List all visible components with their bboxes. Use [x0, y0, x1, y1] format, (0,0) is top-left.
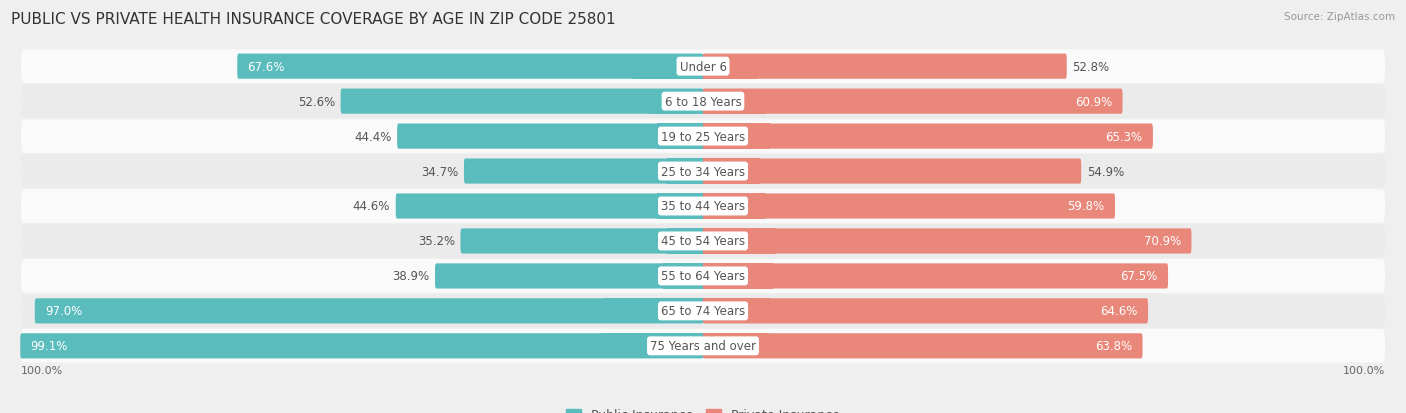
Text: 25 to 34 Years: 25 to 34 Years: [661, 165, 745, 178]
Text: 65.3%: 65.3%: [1105, 130, 1143, 143]
FancyBboxPatch shape: [703, 263, 1168, 289]
Text: 67.6%: 67.6%: [247, 61, 285, 74]
Bar: [662, 263, 703, 289]
FancyBboxPatch shape: [703, 299, 1149, 324]
Text: 55 to 64 Years: 55 to 64 Years: [661, 270, 745, 283]
FancyBboxPatch shape: [396, 124, 703, 150]
Text: 70.9%: 70.9%: [1144, 235, 1181, 248]
Text: 99.1%: 99.1%: [31, 339, 67, 352]
Bar: [648, 89, 703, 114]
Bar: [600, 333, 703, 358]
Bar: [703, 229, 776, 254]
Bar: [666, 159, 703, 184]
FancyBboxPatch shape: [703, 333, 1143, 358]
Text: 59.8%: 59.8%: [1067, 200, 1105, 213]
Bar: [703, 333, 769, 358]
FancyBboxPatch shape: [703, 89, 1122, 114]
Text: 34.7%: 34.7%: [422, 165, 458, 178]
FancyBboxPatch shape: [703, 194, 1115, 219]
Bar: [703, 263, 773, 289]
Text: Source: ZipAtlas.com: Source: ZipAtlas.com: [1284, 12, 1395, 22]
FancyBboxPatch shape: [21, 225, 1385, 258]
Bar: [703, 55, 758, 80]
Text: 64.6%: 64.6%: [1101, 305, 1137, 318]
Text: 45 to 54 Years: 45 to 54 Years: [661, 235, 745, 248]
FancyBboxPatch shape: [464, 159, 703, 184]
FancyBboxPatch shape: [340, 89, 703, 114]
FancyBboxPatch shape: [21, 155, 1385, 188]
Bar: [666, 229, 703, 254]
Bar: [633, 55, 703, 80]
FancyBboxPatch shape: [20, 333, 703, 358]
Text: 44.4%: 44.4%: [354, 130, 392, 143]
Legend: Public Insurance, Private Insurance: Public Insurance, Private Insurance: [561, 404, 845, 413]
Text: PUBLIC VS PRIVATE HEALTH INSURANCE COVERAGE BY AGE IN ZIP CODE 25801: PUBLIC VS PRIVATE HEALTH INSURANCE COVER…: [11, 12, 616, 27]
FancyBboxPatch shape: [21, 50, 1385, 84]
Text: 38.9%: 38.9%: [392, 270, 429, 283]
FancyBboxPatch shape: [21, 190, 1385, 223]
Text: Under 6: Under 6: [679, 61, 727, 74]
FancyBboxPatch shape: [434, 263, 703, 289]
Text: 19 to 25 Years: 19 to 25 Years: [661, 130, 745, 143]
Text: 100.0%: 100.0%: [1343, 365, 1385, 375]
Text: 44.6%: 44.6%: [353, 200, 391, 213]
Bar: [657, 194, 703, 219]
Text: 75 Years and over: 75 Years and over: [650, 339, 756, 352]
FancyBboxPatch shape: [703, 124, 1153, 150]
FancyBboxPatch shape: [21, 85, 1385, 119]
FancyBboxPatch shape: [21, 329, 1385, 363]
FancyBboxPatch shape: [21, 294, 1385, 328]
Text: 35 to 44 Years: 35 to 44 Years: [661, 200, 745, 213]
Bar: [703, 159, 759, 184]
Text: 52.8%: 52.8%: [1073, 61, 1109, 74]
FancyBboxPatch shape: [21, 120, 1385, 154]
FancyBboxPatch shape: [35, 299, 703, 324]
Text: 63.8%: 63.8%: [1095, 339, 1132, 352]
FancyBboxPatch shape: [703, 159, 1081, 184]
FancyBboxPatch shape: [703, 229, 1191, 254]
Bar: [703, 89, 766, 114]
Bar: [657, 124, 703, 150]
FancyBboxPatch shape: [461, 229, 703, 254]
Bar: [603, 299, 703, 324]
Text: 52.6%: 52.6%: [298, 95, 335, 108]
Text: 97.0%: 97.0%: [45, 305, 83, 318]
Text: 54.9%: 54.9%: [1087, 165, 1123, 178]
FancyBboxPatch shape: [21, 259, 1385, 293]
Text: 67.5%: 67.5%: [1121, 270, 1157, 283]
Text: 35.2%: 35.2%: [418, 235, 456, 248]
Text: 60.9%: 60.9%: [1076, 95, 1112, 108]
Text: 6 to 18 Years: 6 to 18 Years: [665, 95, 741, 108]
FancyBboxPatch shape: [703, 55, 1067, 80]
FancyBboxPatch shape: [238, 55, 703, 80]
Bar: [703, 194, 765, 219]
FancyBboxPatch shape: [395, 194, 703, 219]
Bar: [703, 124, 770, 150]
Text: 100.0%: 100.0%: [21, 365, 63, 375]
Text: 65 to 74 Years: 65 to 74 Years: [661, 305, 745, 318]
Bar: [703, 299, 769, 324]
